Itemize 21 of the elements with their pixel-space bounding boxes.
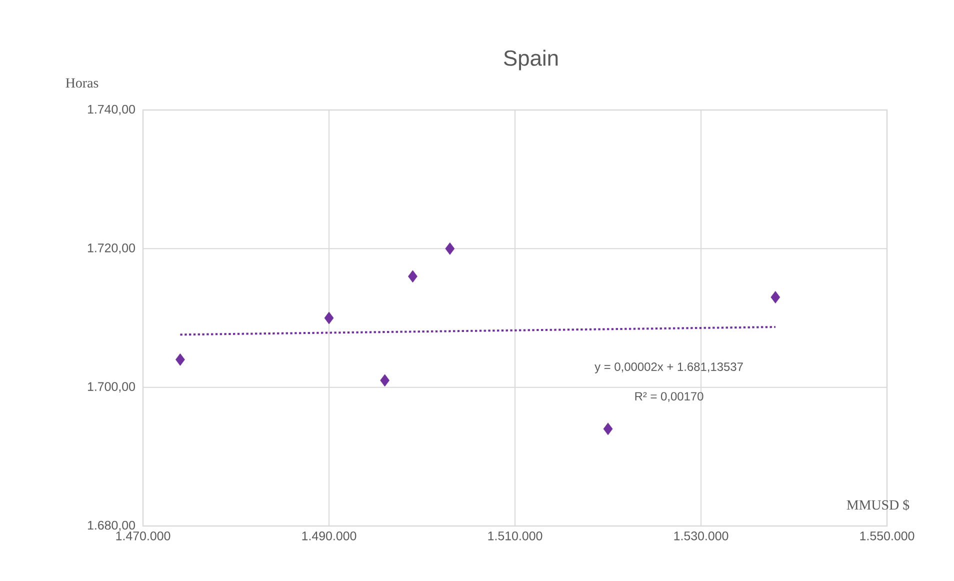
point xyxy=(408,270,418,283)
point xyxy=(324,312,334,324)
point xyxy=(176,353,185,366)
point xyxy=(380,374,390,387)
point xyxy=(770,290,780,304)
y-tick-label: 1.680,00 xyxy=(88,520,135,532)
y-axis-title: Horas xyxy=(66,78,98,88)
point xyxy=(603,422,613,436)
y-tick-label: 1.700,00 xyxy=(88,382,135,392)
x-tick-label: 1.550.000 xyxy=(860,532,914,540)
y-tick-label: 1.740,00 xyxy=(88,104,135,116)
x-tick-label: 1.510.000 xyxy=(488,532,542,540)
point xyxy=(445,242,455,255)
x-tick-label: 1.530.000 xyxy=(674,532,728,540)
x-tick-label: 1.470.000 xyxy=(116,532,170,540)
annotation: y = 0,00002x + 1.681,13537 xyxy=(594,362,743,374)
x-axis-title: MMUSD $ xyxy=(846,499,910,511)
x-tick-label: 1.490.000 xyxy=(302,532,356,540)
annotation: R² = 0,00170 xyxy=(635,392,704,402)
chart-title: Spain xyxy=(504,50,558,70)
y-tick-label: 1.720,00 xyxy=(88,244,135,254)
